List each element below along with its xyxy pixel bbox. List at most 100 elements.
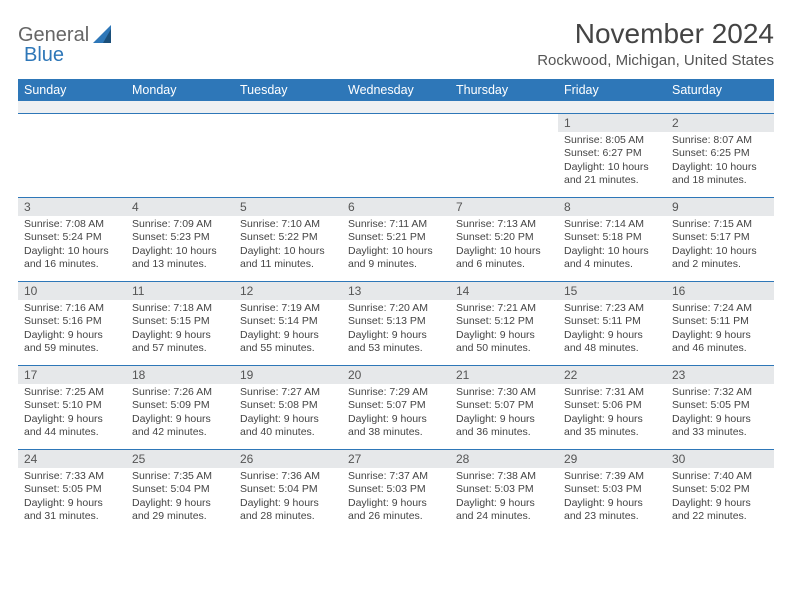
spacer-row [18, 101, 774, 113]
day-cell: 10Sunrise: 7:16 AMSunset: 5:16 PMDayligh… [18, 281, 126, 365]
day-number: 20 [342, 366, 450, 384]
day-number: 27 [342, 450, 450, 468]
week-row: 17Sunrise: 7:25 AMSunset: 5:10 PMDayligh… [18, 365, 774, 449]
day-cell: 18Sunrise: 7:26 AMSunset: 5:09 PMDayligh… [126, 365, 234, 449]
day-number: 8 [558, 198, 666, 216]
title-block: November 2024 Rockwood, Michigan, United… [537, 18, 774, 69]
day-header: Sunday [18, 79, 126, 101]
day-details: Sunrise: 7:39 AMSunset: 5:03 PMDaylight:… [558, 468, 666, 529]
day-header: Wednesday [342, 79, 450, 101]
day-details: Sunrise: 7:25 AMSunset: 5:10 PMDaylight:… [18, 384, 126, 445]
week-row: 10Sunrise: 7:16 AMSunset: 5:16 PMDayligh… [18, 281, 774, 365]
day-number: 24 [18, 450, 126, 468]
day-header: Monday [126, 79, 234, 101]
day-details: Sunrise: 7:09 AMSunset: 5:23 PMDaylight:… [126, 216, 234, 277]
day-header: Friday [558, 79, 666, 101]
day-cell [450, 113, 558, 197]
calendar-body: 1Sunrise: 8:05 AMSunset: 6:27 PMDaylight… [18, 113, 774, 533]
day-number: 19 [234, 366, 342, 384]
day-cell: 20Sunrise: 7:29 AMSunset: 5:07 PMDayligh… [342, 365, 450, 449]
day-cell: 6Sunrise: 7:11 AMSunset: 5:21 PMDaylight… [342, 197, 450, 281]
day-cell: 3Sunrise: 7:08 AMSunset: 5:24 PMDaylight… [18, 197, 126, 281]
day-cell: 1Sunrise: 8:05 AMSunset: 6:27 PMDaylight… [558, 113, 666, 197]
day-details: Sunrise: 7:29 AMSunset: 5:07 PMDaylight:… [342, 384, 450, 445]
day-number: 25 [126, 450, 234, 468]
day-number: 30 [666, 450, 774, 468]
day-details: Sunrise: 7:18 AMSunset: 5:15 PMDaylight:… [126, 300, 234, 361]
day-details: Sunrise: 7:37 AMSunset: 5:03 PMDaylight:… [342, 468, 450, 529]
day-number: 18 [126, 366, 234, 384]
day-details: Sunrise: 7:30 AMSunset: 5:07 PMDaylight:… [450, 384, 558, 445]
day-of-week-row: SundayMondayTuesdayWednesdayThursdayFrid… [18, 79, 774, 101]
day-number: 15 [558, 282, 666, 300]
day-cell: 2Sunrise: 8:07 AMSunset: 6:25 PMDaylight… [666, 113, 774, 197]
day-cell: 19Sunrise: 7:27 AMSunset: 5:08 PMDayligh… [234, 365, 342, 449]
day-cell: 23Sunrise: 7:32 AMSunset: 5:05 PMDayligh… [666, 365, 774, 449]
day-cell: 8Sunrise: 7:14 AMSunset: 5:18 PMDaylight… [558, 197, 666, 281]
day-cell: 17Sunrise: 7:25 AMSunset: 5:10 PMDayligh… [18, 365, 126, 449]
day-cell: 12Sunrise: 7:19 AMSunset: 5:14 PMDayligh… [234, 281, 342, 365]
day-number: 26 [234, 450, 342, 468]
day-cell: 16Sunrise: 7:24 AMSunset: 5:11 PMDayligh… [666, 281, 774, 365]
day-details: Sunrise: 7:26 AMSunset: 5:09 PMDaylight:… [126, 384, 234, 445]
day-number: 5 [234, 198, 342, 216]
day-cell: 4Sunrise: 7:09 AMSunset: 5:23 PMDaylight… [126, 197, 234, 281]
day-cell: 25Sunrise: 7:35 AMSunset: 5:04 PMDayligh… [126, 449, 234, 533]
day-details: Sunrise: 7:33 AMSunset: 5:05 PMDaylight:… [18, 468, 126, 529]
day-cell: 7Sunrise: 7:13 AMSunset: 5:20 PMDaylight… [450, 197, 558, 281]
day-details: Sunrise: 7:14 AMSunset: 5:18 PMDaylight:… [558, 216, 666, 277]
day-number: 4 [126, 198, 234, 216]
day-number: 21 [450, 366, 558, 384]
day-details: Sunrise: 7:27 AMSunset: 5:08 PMDaylight:… [234, 384, 342, 445]
day-cell: 21Sunrise: 7:30 AMSunset: 5:07 PMDayligh… [450, 365, 558, 449]
day-number: 1 [558, 114, 666, 132]
day-details: Sunrise: 7:40 AMSunset: 5:02 PMDaylight:… [666, 468, 774, 529]
day-details: Sunrise: 7:36 AMSunset: 5:04 PMDaylight:… [234, 468, 342, 529]
logo-part2: Blue [24, 44, 64, 66]
week-row: 24Sunrise: 7:33 AMSunset: 5:05 PMDayligh… [18, 449, 774, 533]
day-details: Sunrise: 8:07 AMSunset: 6:25 PMDaylight:… [666, 132, 774, 193]
logo-sail-icon [93, 25, 115, 43]
day-number: 16 [666, 282, 774, 300]
day-cell: 28Sunrise: 7:38 AMSunset: 5:03 PMDayligh… [450, 449, 558, 533]
day-number: 12 [234, 282, 342, 300]
day-details: Sunrise: 7:19 AMSunset: 5:14 PMDaylight:… [234, 300, 342, 361]
day-header: Saturday [666, 79, 774, 101]
day-cell [234, 113, 342, 197]
day-header: Thursday [450, 79, 558, 101]
day-cell: 30Sunrise: 7:40 AMSunset: 5:02 PMDayligh… [666, 449, 774, 533]
day-cell: 24Sunrise: 7:33 AMSunset: 5:05 PMDayligh… [18, 449, 126, 533]
day-details: Sunrise: 7:15 AMSunset: 5:17 PMDaylight:… [666, 216, 774, 277]
day-number: 28 [450, 450, 558, 468]
day-number: 7 [450, 198, 558, 216]
calendar: SundayMondayTuesdayWednesdayThursdayFrid… [18, 79, 774, 533]
day-details: Sunrise: 7:10 AMSunset: 5:22 PMDaylight:… [234, 216, 342, 277]
day-number: 11 [126, 282, 234, 300]
day-cell: 26Sunrise: 7:36 AMSunset: 5:04 PMDayligh… [234, 449, 342, 533]
week-row: 3Sunrise: 7:08 AMSunset: 5:24 PMDaylight… [18, 197, 774, 281]
day-number: 29 [558, 450, 666, 468]
header: General November 2024 Rockwood, Michigan… [18, 18, 774, 69]
day-details: Sunrise: 7:32 AMSunset: 5:05 PMDaylight:… [666, 384, 774, 445]
day-cell [126, 113, 234, 197]
day-cell: 13Sunrise: 7:20 AMSunset: 5:13 PMDayligh… [342, 281, 450, 365]
day-cell [342, 113, 450, 197]
day-details: Sunrise: 7:20 AMSunset: 5:13 PMDaylight:… [342, 300, 450, 361]
day-cell: 11Sunrise: 7:18 AMSunset: 5:15 PMDayligh… [126, 281, 234, 365]
day-number: 14 [450, 282, 558, 300]
day-header: Tuesday [234, 79, 342, 101]
day-details: Sunrise: 7:13 AMSunset: 5:20 PMDaylight:… [450, 216, 558, 277]
day-details: Sunrise: 7:21 AMSunset: 5:12 PMDaylight:… [450, 300, 558, 361]
location: Rockwood, Michigan, United States [537, 52, 774, 69]
day-number: 9 [666, 198, 774, 216]
day-number: 13 [342, 282, 450, 300]
page-title: November 2024 [537, 18, 774, 50]
day-cell: 15Sunrise: 7:23 AMSunset: 5:11 PMDayligh… [558, 281, 666, 365]
day-details: Sunrise: 7:24 AMSunset: 5:11 PMDaylight:… [666, 300, 774, 361]
day-details: Sunrise: 7:16 AMSunset: 5:16 PMDaylight:… [18, 300, 126, 361]
day-details: Sunrise: 7:38 AMSunset: 5:03 PMDaylight:… [450, 468, 558, 529]
day-details: Sunrise: 7:23 AMSunset: 5:11 PMDaylight:… [558, 300, 666, 361]
day-number: 6 [342, 198, 450, 216]
week-row: 1Sunrise: 8:05 AMSunset: 6:27 PMDaylight… [18, 113, 774, 197]
day-details: Sunrise: 7:31 AMSunset: 5:06 PMDaylight:… [558, 384, 666, 445]
